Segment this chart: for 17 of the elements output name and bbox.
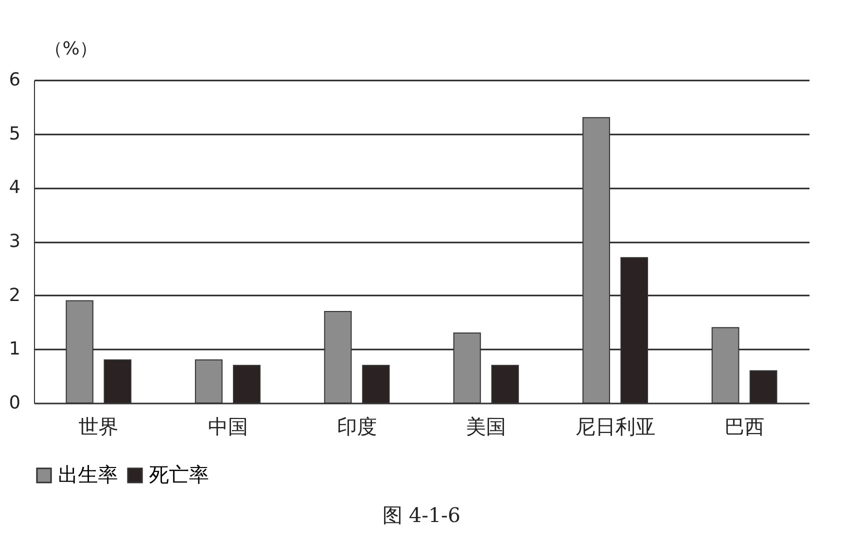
caption: 图 4-1-6 <box>382 503 461 527</box>
legend-label: 死亡率 <box>149 462 209 486</box>
legend-label: 出生率 <box>58 462 118 486</box>
x-tick-label: 中国 <box>208 414 248 438</box>
y-tick-label: 3 <box>9 231 20 252</box>
y-tick-label: 4 <box>9 177 20 198</box>
y-tick-label: 0 <box>9 392 20 414</box>
y-tick-label: 2 <box>9 284 20 306</box>
x-tick-label: 尼日利亚 <box>575 414 656 438</box>
x-tick-label: 世界 <box>78 414 119 438</box>
y-tick-label: 6 <box>9 70 20 90</box>
y-tick-label: 1 <box>9 338 20 360</box>
x-tick-label: 美国 <box>466 414 506 438</box>
x-tick-label: 印度 <box>336 414 377 438</box>
x-tick-label: 巴西 <box>724 414 764 438</box>
y-tick-label: 5 <box>9 123 20 144</box>
y-axis-title: （%） <box>44 38 98 60</box>
